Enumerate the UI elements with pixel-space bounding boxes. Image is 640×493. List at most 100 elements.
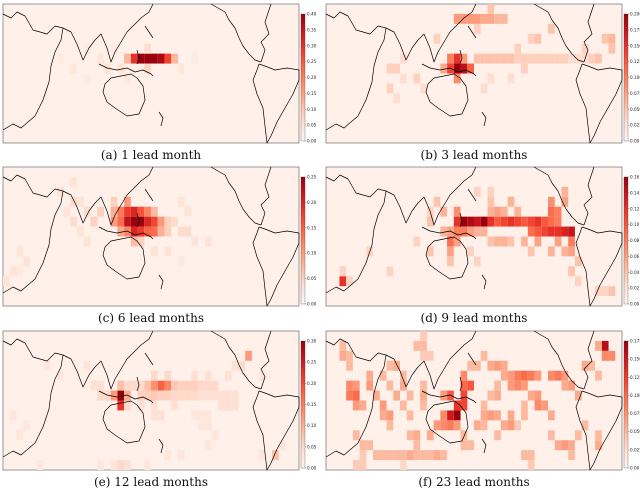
coastline	[252, 390, 300, 471]
coastline	[210, 3, 262, 63]
heatmap-cell	[440, 226, 448, 237]
coastline	[252, 226, 300, 307]
colorbar-tick-label: 0.30	[307, 339, 317, 344]
heatmap-cell	[151, 410, 158, 421]
heatmap-cell	[393, 450, 400, 461]
heatmap-cell	[16, 430, 24, 441]
heatmap-cell	[548, 226, 555, 237]
heatmap-cell	[494, 53, 501, 64]
heatmap-cell	[43, 360, 51, 371]
panel-caption: (f) 23 lead months	[418, 475, 529, 489]
heatmap-cell	[500, 360, 508, 371]
coastline	[252, 63, 300, 144]
heatmap-cell	[16, 266, 24, 277]
heatmap-cell	[117, 380, 125, 391]
heatmap-cell	[204, 370, 212, 381]
heatmap-cell	[507, 216, 515, 227]
heatmap-cell	[373, 390, 380, 401]
heatmap-cell	[541, 53, 548, 64]
heatmap-cell	[467, 13, 474, 24]
heatmap-cell	[480, 226, 488, 237]
heatmap-cell	[16, 246, 24, 257]
heatmap-cell	[554, 206, 562, 217]
colorbar-tick-label: 0.00	[307, 466, 317, 471]
heatmap-cell	[460, 440, 468, 451]
heatmap-cell	[433, 196, 441, 207]
panel-caption: (e) 12 lead months	[94, 475, 208, 489]
heatmap-cell	[198, 390, 205, 401]
heatmap-cell	[204, 390, 212, 401]
heatmap-cell	[521, 380, 528, 391]
heatmap-cell	[400, 380, 407, 391]
heatmap-cell	[198, 410, 205, 421]
heatmap-cell	[440, 410, 448, 421]
heatmap-cell	[426, 450, 434, 461]
heatmap-cell	[574, 256, 582, 267]
heatmap-cell	[23, 256, 30, 267]
heatmap-cell	[386, 83, 394, 94]
heatmap-cell	[36, 460, 44, 470]
heatmap-cell	[204, 420, 212, 431]
colorbar-tick-label: 0.20	[307, 75, 317, 80]
heatmap-cell	[534, 390, 542, 401]
heatmap-cell	[366, 440, 374, 451]
coastline	[98, 390, 154, 404]
colorbar-tick-label: 0.150	[630, 357, 640, 362]
heatmap-cell	[352, 460, 360, 470]
heatmap-cell	[426, 246, 434, 257]
heatmap-cell	[225, 390, 232, 401]
heatmap-cell	[548, 370, 555, 381]
heatmap-cell	[386, 420, 394, 431]
colorbar-tick-label: 0.08	[630, 238, 640, 243]
heatmap-cell	[527, 450, 535, 461]
coastline	[385, 166, 477, 226]
coastline	[62, 3, 154, 63]
heatmap-cell	[124, 400, 131, 411]
heatmap-cell	[124, 460, 131, 470]
heatmap-cell	[77, 196, 84, 207]
heatmap-cell	[514, 216, 522, 227]
coastline	[2, 174, 64, 294]
heatmap-cell	[117, 63, 125, 74]
heatmap-cell	[608, 33, 616, 44]
heatmap-cell	[151, 370, 158, 381]
heatmap-cell	[561, 380, 569, 391]
heatmap-cell	[527, 53, 535, 64]
colorbar-tick-label: 0.025	[630, 447, 640, 452]
heatmap-cell	[500, 13, 508, 24]
coastline	[2, 11, 64, 131]
coastline	[421, 63, 477, 77]
heatmap-cell	[191, 380, 199, 391]
heatmap-cell	[595, 430, 602, 441]
heatmap-cell	[151, 226, 158, 237]
heatmap-cell	[137, 400, 145, 411]
colorbar-tick-label: 0.10	[307, 251, 317, 256]
heatmap-cell	[433, 33, 441, 44]
colorbar-tick-label: 0.35	[307, 27, 317, 32]
heatmap-cell	[447, 246, 454, 257]
coastline	[481, 438, 487, 454]
heatmap-cell	[171, 380, 178, 391]
heatmap-cell	[406, 450, 414, 461]
heatmap-cell	[453, 400, 461, 411]
coastline	[575, 226, 623, 307]
heatmap-cell	[426, 430, 434, 441]
coastline	[325, 11, 387, 131]
heatmap-cell	[191, 236, 199, 247]
coastline	[421, 226, 477, 240]
coastline	[158, 438, 164, 454]
colorbar-tick-label: 0.075	[630, 411, 640, 416]
heatmap-cell	[359, 450, 367, 461]
heatmap-cell	[110, 216, 118, 227]
heatmap-cell	[191, 390, 199, 401]
heatmap-cell	[474, 53, 481, 64]
heatmap-cell	[507, 53, 515, 64]
heatmap-cell	[352, 390, 360, 401]
heatmap-cell	[487, 236, 495, 247]
heatmap-cell	[447, 236, 454, 247]
heatmap-cell	[467, 440, 474, 451]
heatmap-cell	[56, 186, 64, 197]
heatmap-cell	[588, 360, 596, 371]
heatmap-cell	[487, 73, 495, 84]
heatmap-cell	[494, 206, 501, 217]
